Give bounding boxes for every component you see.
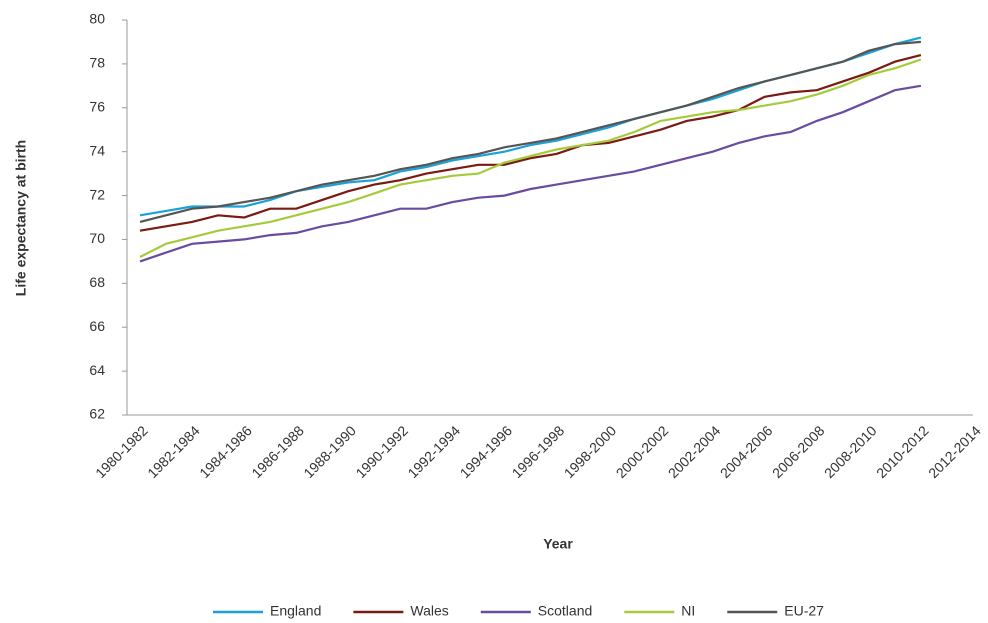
y-tick-label: 70 <box>89 230 105 246</box>
x-tick-label: 2008-2010 <box>821 422 880 481</box>
legend-label: NI <box>681 603 695 619</box>
x-tick-label: 1992-1994 <box>404 422 463 481</box>
legend-label: Scotland <box>538 603 592 619</box>
x-tick-label: 1984-1986 <box>196 422 255 481</box>
x-tick-label: 1998-2000 <box>561 422 620 481</box>
x-tick-label: 1990-1992 <box>352 422 411 481</box>
series-line <box>139 54 922 232</box>
y-tick-label: 78 <box>89 55 105 71</box>
legend-label: England <box>270 603 321 619</box>
y-tick-label: 62 <box>89 406 105 422</box>
x-tick-label: 2000-2002 <box>613 422 672 481</box>
y-tick-label: 66 <box>89 318 105 334</box>
x-tick-label: 2010-2012 <box>873 422 932 481</box>
y-tick-label: 72 <box>89 186 105 202</box>
x-tick-label: 1980-1982 <box>92 422 151 481</box>
x-tick-label: 2012-2014 <box>925 422 984 481</box>
y-tick-label: 80 <box>89 11 105 27</box>
x-tick-label: 1988-1990 <box>300 422 359 481</box>
x-tick-label: 1986-1988 <box>248 422 307 481</box>
x-axis-label: Year <box>543 536 573 552</box>
series-line <box>139 40 921 223</box>
x-tick-label: 2002-2004 <box>665 422 724 481</box>
y-tick-label: 74 <box>89 142 105 158</box>
x-tick-label: 2004-2006 <box>717 422 776 481</box>
x-tick-label: 2006-2008 <box>769 422 828 481</box>
y-tick-label: 64 <box>89 362 105 378</box>
x-tick-label: 1982-1984 <box>144 422 203 481</box>
y-tick-label: 76 <box>89 98 105 114</box>
series-line <box>139 84 922 263</box>
x-tick-label: 1994-1996 <box>457 422 516 481</box>
legend-label: EU-27 <box>784 603 824 619</box>
legend-label: Wales <box>410 603 448 619</box>
x-tick-label: 1996-1998 <box>509 422 568 481</box>
y-axis-label: Life expectancy at birth <box>13 140 29 296</box>
series-line <box>139 58 922 258</box>
y-tick-label: 68 <box>89 274 105 290</box>
